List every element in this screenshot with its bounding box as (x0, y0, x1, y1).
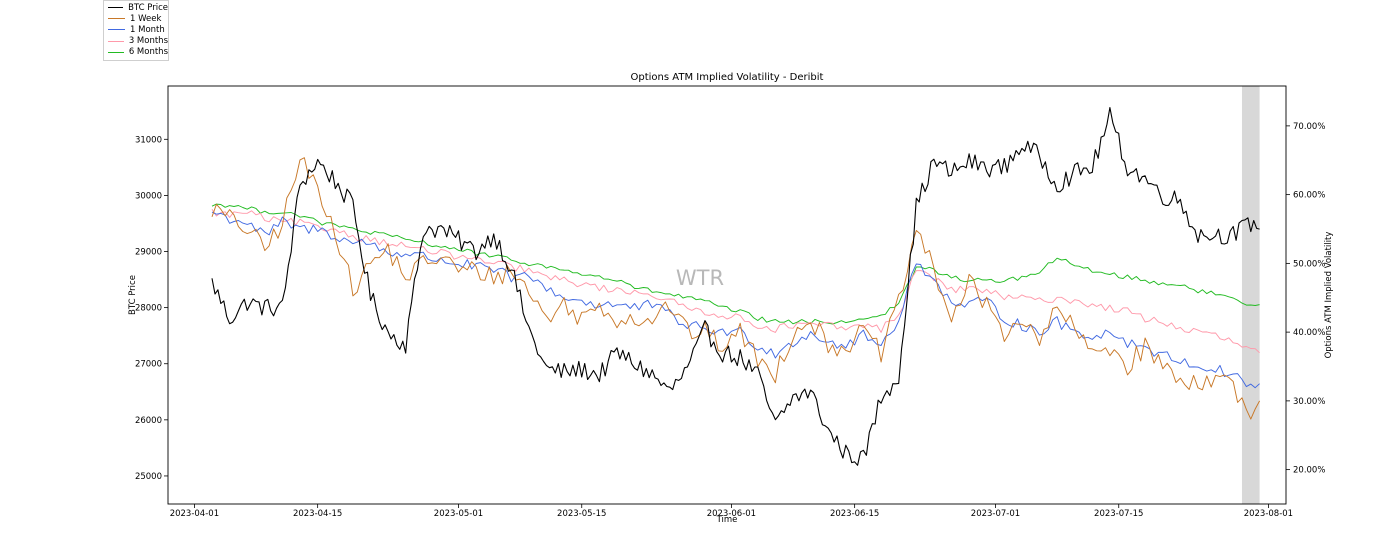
y-right-tick-label: 70.00% (1293, 122, 1325, 132)
y-left-tick-label: 27000 (135, 360, 162, 370)
y-right-tick-label: 50.00% (1293, 259, 1325, 269)
y-axis-left-label: BTC Price (128, 275, 138, 315)
legend-swatch (108, 29, 125, 31)
x-tick-label: 2023-05-01 (434, 509, 483, 519)
y-right-tick-label: 40.00% (1293, 328, 1325, 338)
legend-swatch (108, 51, 124, 53)
series-line-1-week (211, 157, 1261, 420)
y-axis-right-label: Options ATM Implied Volatility (1324, 232, 1334, 359)
y-left-tick-label: 26000 (135, 416, 162, 426)
plot-area (168, 86, 1286, 504)
legend-swatch (108, 40, 124, 42)
legend-item-6-months: 6 Months (104, 47, 168, 58)
y-right-tick-label: 30.00% (1293, 397, 1325, 407)
series-line-btc-price (211, 107, 1260, 466)
watermark: WTR (676, 266, 724, 290)
plot-frame (167, 85, 1287, 505)
y-left-tick-label: 25000 (135, 472, 162, 482)
y-left-tick-label: 29000 (135, 248, 162, 258)
legend-label: 3 Months (128, 36, 168, 47)
legend-item-1-week: 1 Week (104, 13, 168, 24)
x-tick-label: 2023-04-15 (293, 509, 342, 519)
shaded-region (1241, 86, 1260, 504)
x-tick-label: 2023-08-01 (1244, 509, 1293, 519)
x-tick-label: 2023-07-15 (1094, 509, 1143, 519)
legend-label: 6 Months (128, 47, 168, 58)
x-tick-label: 2023-07-01 (971, 509, 1020, 519)
legend-item-btc-price: BTC Price (104, 2, 168, 13)
x-tick-label: 2023-04-01 (170, 509, 219, 519)
x-tick-label: 2023-06-15 (830, 509, 879, 519)
y-axis-right: 20.00% 30.00% 40.00% 50.00% 60.00% 70.00% (1286, 122, 1325, 476)
series-line-6-months (211, 203, 1260, 325)
legend-item-3-months: 3 Months (104, 36, 168, 47)
y-right-tick-label: 20.00% (1293, 466, 1325, 476)
legend-swatch (108, 18, 125, 20)
chart-title: Options ATM Implied Volatility - Deribit (631, 72, 824, 83)
legend-label: 1 Week (130, 13, 162, 24)
legend-swatch (108, 7, 124, 9)
series-line-3-months (211, 208, 1260, 354)
y-left-tick-label: 28000 (135, 304, 162, 314)
x-tick-label: 2023-06-01 (707, 509, 756, 519)
series-layer (211, 107, 1261, 466)
y-left-tick-label: 30000 (135, 191, 162, 201)
legend-label: 1 Month (130, 24, 165, 35)
legend-item-1-month: 1 Month (104, 24, 168, 35)
y-axis-left: 25000 26000 27000 28000 29000 30000 31000 (135, 135, 168, 482)
x-axis: 2023-04-01 2023-04-15 2023-05-01 2023-05-15… (170, 504, 1293, 519)
x-tick-label: 2023-05-15 (557, 509, 606, 519)
y-left-tick-label: 31000 (135, 135, 162, 145)
legend-label: BTC Price (128, 2, 168, 13)
y-right-tick-label: 60.00% (1293, 191, 1325, 201)
legend: BTC Price 1 Week 1 Month 3 Months 6 Mont… (103, 0, 169, 61)
x-axis-label: Time (716, 515, 738, 525)
